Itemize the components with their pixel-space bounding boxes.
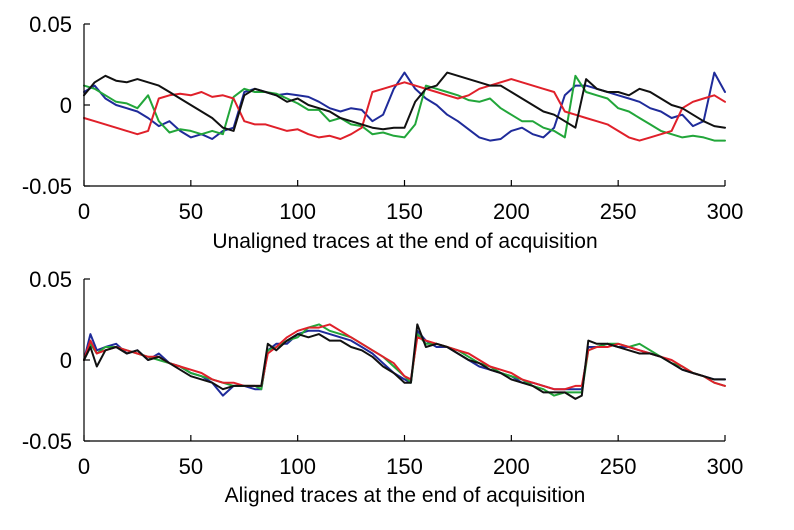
bottom-x-tick-label: 0 <box>78 454 90 479</box>
top-trace-black <box>83 71 726 132</box>
top-x-tick-label: 150 <box>386 199 423 224</box>
top-y-tick-label: 0.05 <box>29 12 72 37</box>
top-x-tick-label: 0 <box>78 199 90 224</box>
bottom-panel: Aligned traces at the end of acquisition… <box>22 267 744 507</box>
bottom-trace-blue <box>83 329 726 397</box>
bottom-x-tick-label: 300 <box>707 454 744 479</box>
bottom-y-tick-label: 0.05 <box>29 267 72 292</box>
bottom-x-tick-label: 200 <box>493 454 530 479</box>
top-x-tick-label: 200 <box>493 199 530 224</box>
top-y-tick-label: -0.05 <box>22 174 72 199</box>
bottom-trace-black <box>83 323 726 400</box>
bottom-trace-red <box>83 323 726 391</box>
top-panel: Unaligned traces at the end of acquisiti… <box>22 12 744 253</box>
top-trace-green <box>83 74 726 142</box>
bottom-x-tick-label: 100 <box>279 454 316 479</box>
bottom-y-tick-label: 0 <box>60 348 72 373</box>
bottom-x-tick-label: 250 <box>600 454 637 479</box>
top-trace-blue <box>83 71 726 142</box>
top-x-tick-label: 300 <box>707 199 744 224</box>
bottom-trace-green <box>83 323 726 397</box>
top-x-tick-label: 250 <box>600 199 637 224</box>
top-x-axis-title: Unaligned traces at the end of acquisiti… <box>212 230 597 253</box>
bottom-x-axis-title: Aligned traces at the end of acquisition <box>225 484 586 507</box>
top-x-tick-label: 50 <box>179 199 203 224</box>
top-x-tick-label: 100 <box>279 199 316 224</box>
top-trace-red <box>83 78 726 142</box>
bottom-x-tick-label: 50 <box>179 454 203 479</box>
bottom-x-tick-label: 150 <box>386 454 423 479</box>
bottom-y-tick-label: -0.05 <box>22 429 72 454</box>
top-y-tick-label: 0 <box>60 93 72 118</box>
